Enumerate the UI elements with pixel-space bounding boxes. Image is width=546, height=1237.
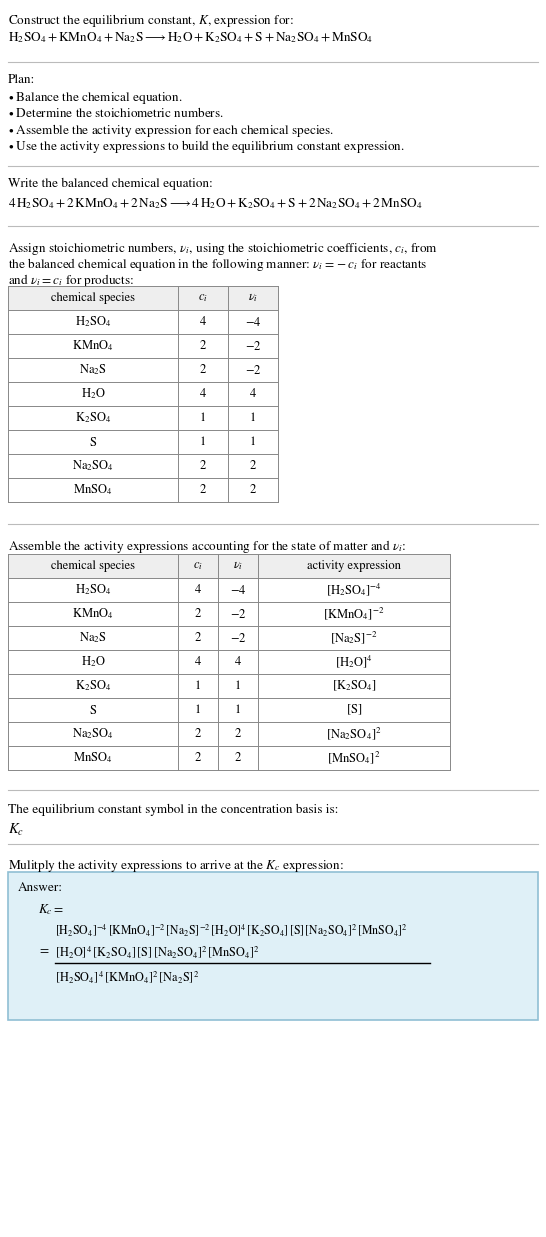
Text: $\mathrm{K_2SO_4}$: $\mathrm{K_2SO_4}$: [75, 411, 111, 426]
Text: $\mathrm{MnSO_4}$: $\mathrm{MnSO_4}$: [73, 482, 113, 497]
Bar: [8, 286, 278, 502]
Text: Write the balanced chemical equation:: Write the balanced chemical equation:: [8, 178, 213, 190]
Text: $[\mathrm{KMnO_4}]^{-2}$: $[\mathrm{KMnO_4}]^{-2}$: [323, 606, 385, 622]
Text: 1: 1: [195, 680, 201, 691]
Text: $-2$: $-2$: [245, 364, 262, 376]
Text: 4: 4: [200, 317, 206, 328]
Text: $\mathrm{KMnO_4}$: $\mathrm{KMnO_4}$: [72, 339, 114, 354]
Text: $\mathrm{Na_2SO_4}$: $\mathrm{Na_2SO_4}$: [72, 726, 114, 741]
Text: $K_c$: $K_c$: [8, 823, 24, 839]
Text: 4: 4: [235, 656, 241, 668]
Text: 1: 1: [195, 704, 201, 716]
Text: $-4$: $-4$: [245, 315, 261, 329]
Text: $-4$: $-4$: [230, 584, 246, 596]
Text: activity expression: activity expression: [307, 560, 401, 571]
Text: $\mathrm{K_2SO_4}$: $\mathrm{K_2SO_4}$: [75, 679, 111, 694]
Text: 2: 2: [195, 609, 201, 620]
Text: 1: 1: [200, 412, 206, 424]
Text: $\bullet$ Use the activity expressions to build the equilibrium constant express: $\bullet$ Use the activity expressions t…: [8, 139, 405, 155]
Text: 2: 2: [200, 484, 206, 496]
Text: 2: 2: [250, 484, 256, 496]
Bar: [8, 554, 450, 578]
Text: 1: 1: [250, 437, 256, 448]
Text: $[\mathrm{H_2SO_4}]^{-4}\,[\mathrm{KMnO_4}]^{-2}\,[\mathrm{Na_2S}]^{-2}\,[\mathr: $[\mathrm{H_2SO_4}]^{-4}\,[\mathrm{KMnO_…: [55, 922, 408, 938]
Text: $\mathrm{Na_2S}$: $\mathrm{Na_2S}$: [79, 362, 107, 377]
Text: Answer:: Answer:: [18, 882, 63, 894]
Text: $[\mathrm{H_2O}]^{4}\,[\mathrm{K_2SO_4}]\,[\mathrm{S}]\,[\mathrm{Na_2SO_4}]^{2}\: $[\mathrm{H_2O}]^{4}\,[\mathrm{K_2SO_4}]…: [55, 944, 260, 960]
Text: $c_i$: $c_i$: [198, 292, 208, 304]
Text: 2: 2: [250, 460, 256, 471]
Text: $\mathrm{H_2SO_4}$: $\mathrm{H_2SO_4}$: [75, 314, 111, 329]
Text: $[\mathrm{Na_2SO_4}]^{2}$: $[\mathrm{Na_2SO_4}]^{2}$: [326, 726, 382, 742]
Text: $-2$: $-2$: [245, 339, 262, 353]
Text: $[\mathrm{S}]$: $[\mathrm{S}]$: [346, 703, 362, 717]
Text: 2: 2: [200, 340, 206, 351]
Text: Plan:: Plan:: [8, 74, 35, 85]
Text: 2: 2: [195, 752, 201, 764]
Text: 1: 1: [250, 412, 256, 424]
Text: 2: 2: [195, 632, 201, 644]
Text: $[\mathrm{H_2SO_4}]^{4}\,[\mathrm{KMnO_4}]^{2}\,[\mathrm{Na_2S}]^{2}$: $[\mathrm{H_2SO_4}]^{4}\,[\mathrm{KMnO_4…: [55, 969, 199, 985]
Text: 2: 2: [200, 364, 206, 376]
Bar: [8, 554, 450, 769]
Text: Mulitply the activity expressions to arrive at the $K_c$ expression:: Mulitply the activity expressions to arr…: [8, 858, 344, 875]
Text: $\mathrm{H_2O}$: $\mathrm{H_2O}$: [81, 654, 105, 669]
Text: $\nu_i$: $\nu_i$: [233, 559, 243, 573]
Text: 1: 1: [235, 704, 241, 716]
Text: $\nu_i$: $\nu_i$: [248, 292, 258, 304]
Text: $c_i$: $c_i$: [193, 560, 203, 571]
Text: 2: 2: [235, 752, 241, 764]
Text: 2: 2: [235, 729, 241, 740]
Text: 4: 4: [250, 388, 256, 400]
Text: $[\mathrm{MnSO_4}]^{2}$: $[\mathrm{MnSO_4}]^{2}$: [328, 750, 381, 767]
Bar: [8, 286, 278, 310]
Text: $\mathrm{H_2O}$: $\mathrm{H_2O}$: [81, 387, 105, 401]
Text: chemical species: chemical species: [51, 560, 135, 571]
Text: $\mathrm{H_2SO_4 + KMnO_4 + Na_2S \longrightarrow H_2O + K_2SO_4 + S + Na_2SO_4 : $\mathrm{H_2SO_4 + KMnO_4 + Na_2S \longr…: [8, 30, 373, 45]
Text: Construct the equilibrium constant, $K$, expression for:: Construct the equilibrium constant, $K$,…: [8, 12, 294, 28]
Text: $-2$: $-2$: [230, 607, 246, 621]
Text: the balanced chemical equation in the following manner: $\nu_i = -c_i$ for react: the balanced chemical equation in the fo…: [8, 256, 428, 273]
Text: $K_c =$: $K_c =$: [38, 902, 64, 917]
Text: $-2$: $-2$: [230, 632, 246, 644]
Text: $[\mathrm{Na_2S}]^{-2}$: $[\mathrm{Na_2S}]^{-2}$: [330, 630, 378, 647]
Text: Assemble the activity expressions accounting for the state of matter and $\nu_i$: Assemble the activity expressions accoun…: [8, 538, 407, 555]
Text: $\mathrm{MnSO_4}$: $\mathrm{MnSO_4}$: [73, 751, 113, 766]
Text: $[\mathrm{H_2O}]^{4}$: $[\mathrm{H_2O}]^{4}$: [335, 653, 373, 670]
Text: $=$: $=$: [38, 944, 50, 956]
Text: $4\,\mathrm{H_2SO_4} + 2\,\mathrm{KMnO_4} + 2\,\mathrm{Na_2S} \longrightarrow 4\: $4\,\mathrm{H_2SO_4} + 2\,\mathrm{KMnO_4…: [8, 195, 423, 210]
Text: 1: 1: [235, 680, 241, 691]
Text: $\mathrm{Na_2S}$: $\mathrm{Na_2S}$: [79, 631, 107, 646]
Text: $\mathrm{S}$: $\mathrm{S}$: [89, 704, 97, 716]
Text: $\bullet$ Assemble the activity expression for each chemical species.: $\bullet$ Assemble the activity expressi…: [8, 122, 334, 139]
Text: Assign stoichiometric numbers, $\nu_i$, using the stoichiometric coefficients, $: Assign stoichiometric numbers, $\nu_i$, …: [8, 240, 438, 257]
Text: chemical species: chemical species: [51, 292, 135, 304]
Text: $\mathrm{KMnO_4}$: $\mathrm{KMnO_4}$: [72, 606, 114, 621]
Text: $[\mathrm{K_2SO_4}]$: $[\mathrm{K_2SO_4}]$: [331, 679, 376, 693]
FancyBboxPatch shape: [8, 872, 538, 1021]
Text: $\bullet$ Balance the chemical equation.: $\bullet$ Balance the chemical equation.: [8, 90, 182, 106]
Text: $\mathrm{S}$: $\mathrm{S}$: [89, 435, 97, 449]
Text: 2: 2: [195, 729, 201, 740]
Text: 4: 4: [200, 388, 206, 400]
Text: $\mathrm{Na_2SO_4}$: $\mathrm{Na_2SO_4}$: [72, 459, 114, 474]
Text: 1: 1: [200, 437, 206, 448]
Text: $\bullet$ Determine the stoichiometric numbers.: $\bullet$ Determine the stoichiometric n…: [8, 106, 224, 120]
Text: 4: 4: [195, 656, 201, 668]
Text: $[\mathrm{H_2SO_4}]^{-4}$: $[\mathrm{H_2SO_4}]^{-4}$: [326, 581, 382, 599]
Text: 2: 2: [200, 460, 206, 471]
Text: $\mathrm{H_2SO_4}$: $\mathrm{H_2SO_4}$: [75, 583, 111, 597]
Text: and $\nu_i = c_i$ for products:: and $\nu_i = c_i$ for products:: [8, 272, 134, 289]
Text: 4: 4: [195, 584, 201, 596]
Text: The equilibrium constant symbol in the concentration basis is:: The equilibrium constant symbol in the c…: [8, 804, 339, 816]
